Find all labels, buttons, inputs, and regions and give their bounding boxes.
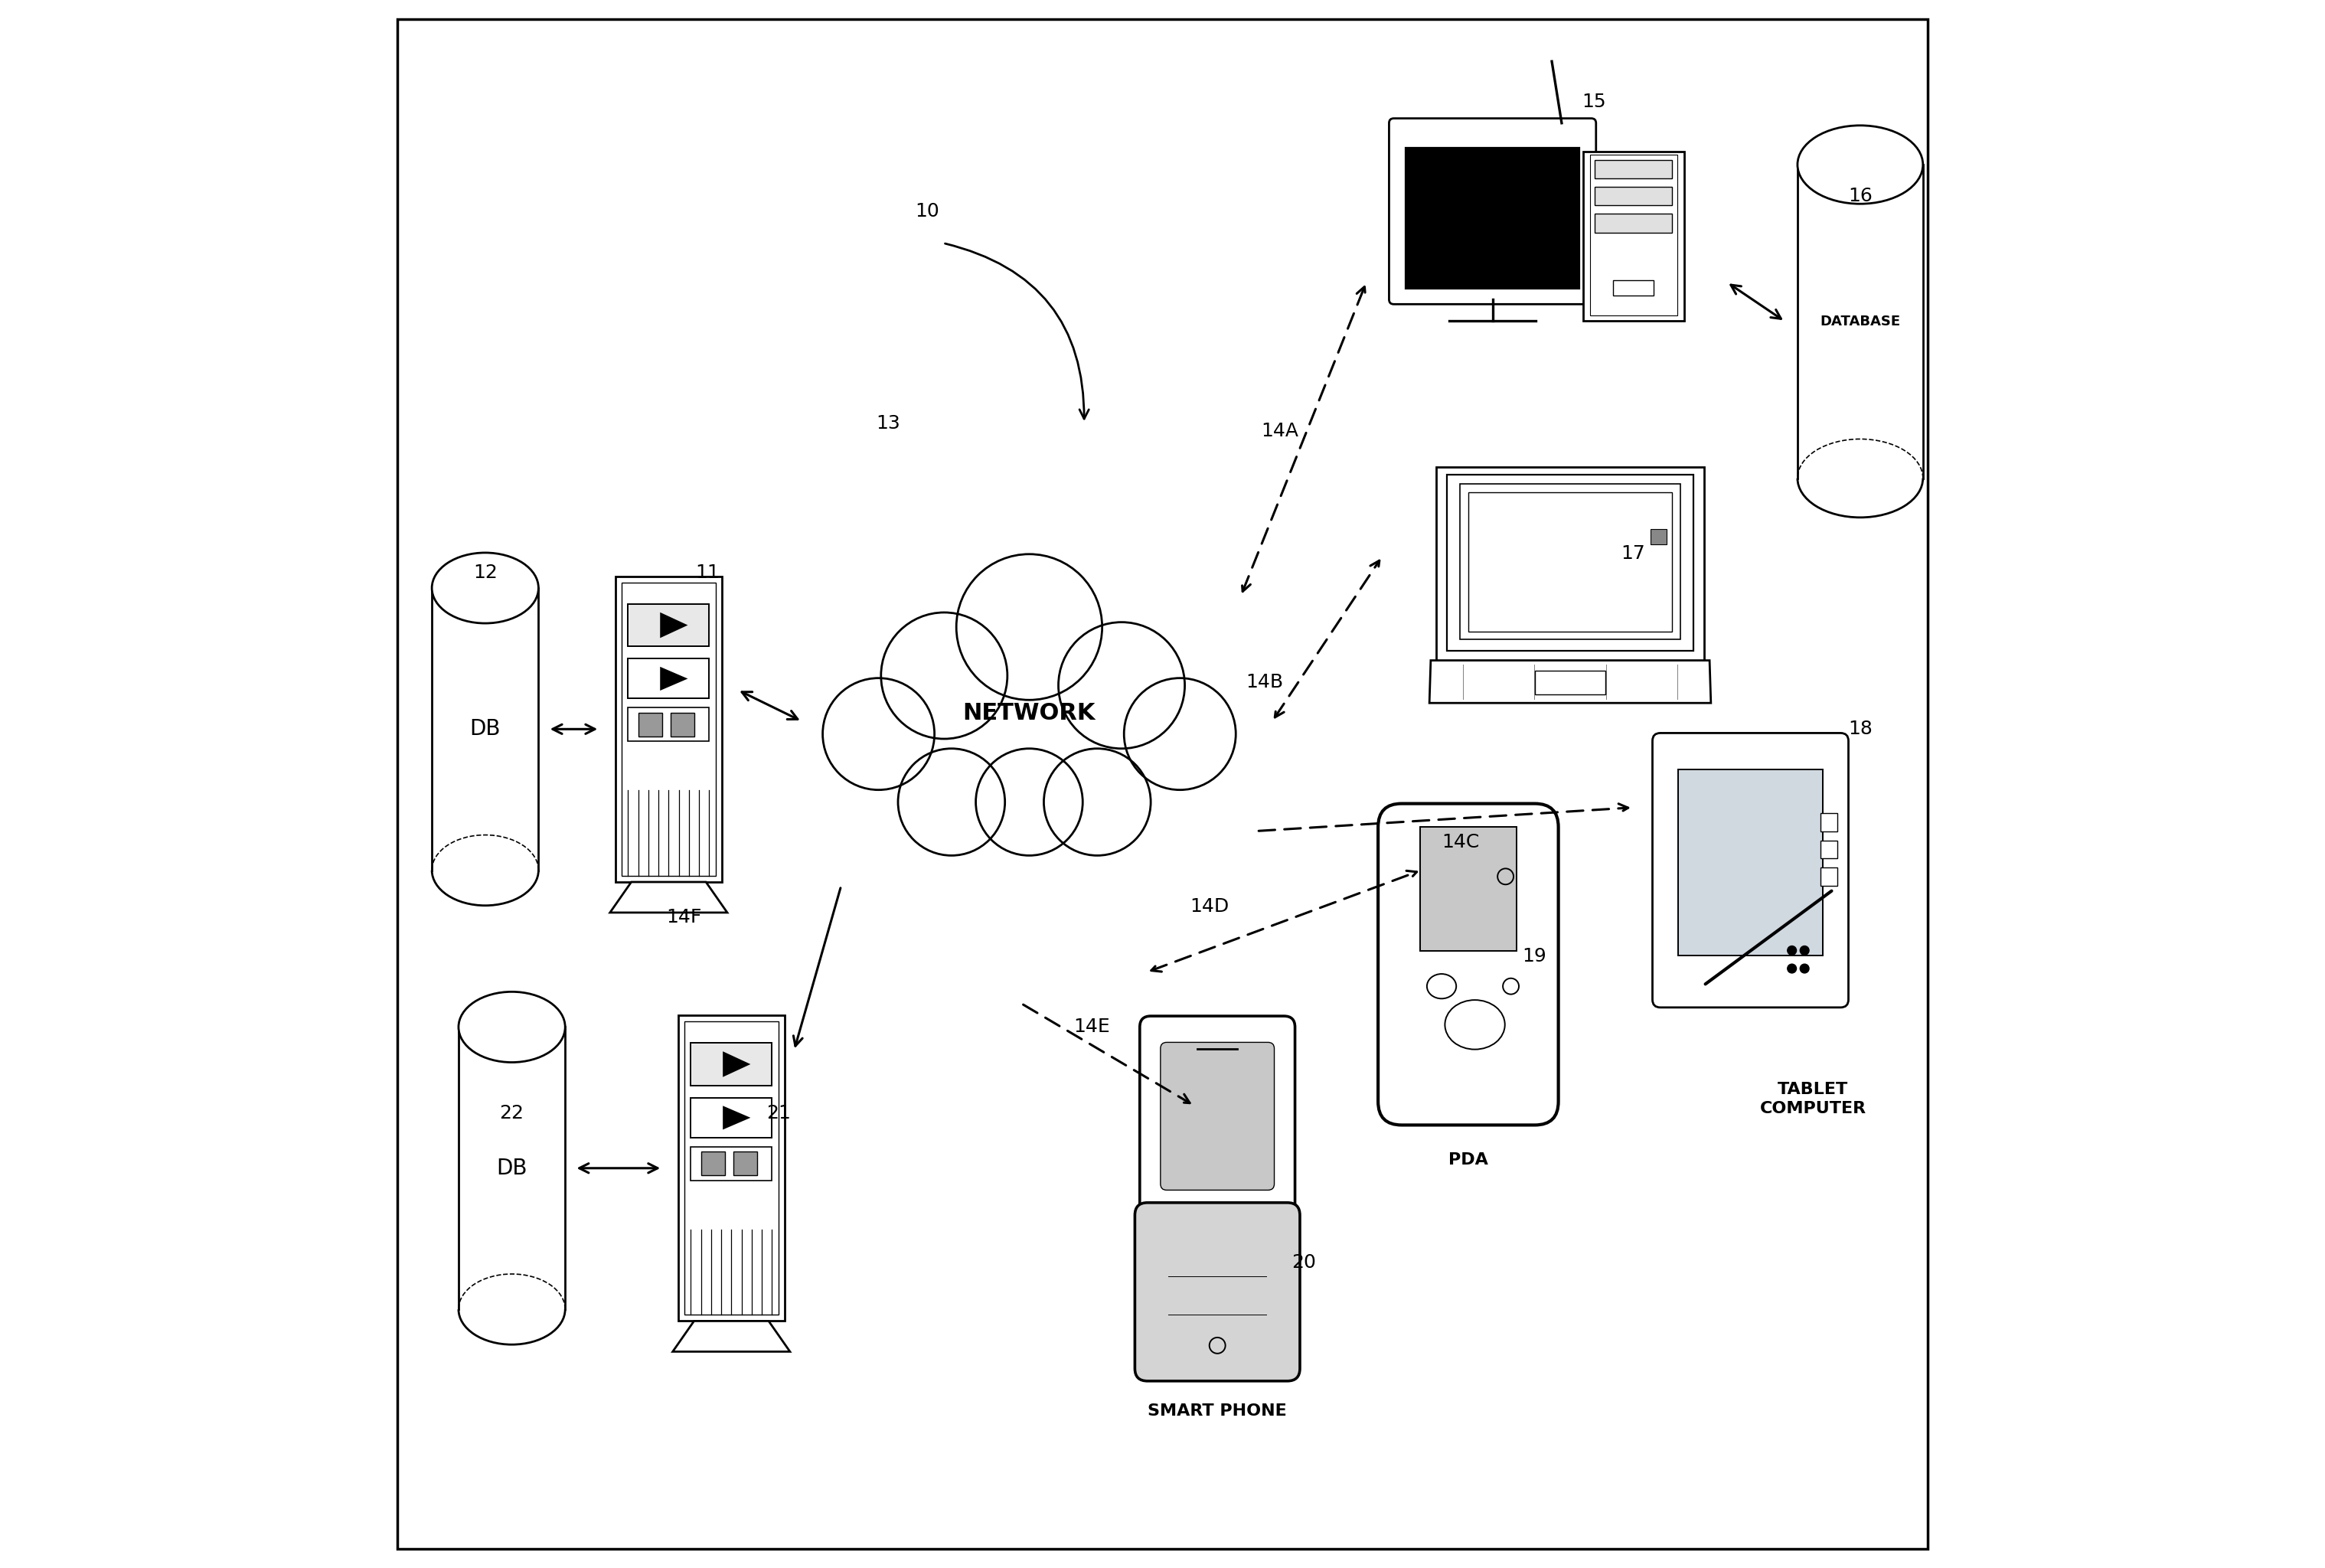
Circle shape — [1058, 622, 1186, 748]
Bar — [1595, 187, 1672, 205]
Bar — [1820, 814, 1837, 831]
Bar — [684, 1022, 779, 1314]
Circle shape — [976, 748, 1083, 856]
Circle shape — [956, 554, 1102, 699]
FancyBboxPatch shape — [1653, 734, 1848, 1008]
Ellipse shape — [432, 554, 539, 622]
Text: 22: 22 — [500, 1104, 523, 1123]
Text: 14E: 14E — [1074, 1018, 1111, 1036]
Bar — [691, 1146, 772, 1181]
Bar — [702, 1152, 725, 1176]
Bar — [621, 583, 716, 875]
Text: 21: 21 — [767, 1104, 791, 1123]
Text: 10: 10 — [916, 202, 939, 221]
Circle shape — [1123, 677, 1237, 790]
Bar — [1651, 528, 1667, 544]
Bar — [1469, 492, 1672, 632]
Ellipse shape — [458, 993, 565, 1063]
Polygon shape — [609, 881, 728, 913]
Bar — [1407, 147, 1579, 289]
Bar — [1614, 281, 1653, 295]
Bar — [691, 1098, 772, 1138]
Circle shape — [1788, 946, 1797, 955]
Circle shape — [1788, 964, 1797, 974]
Bar — [616, 575, 723, 881]
FancyBboxPatch shape — [1379, 804, 1558, 1126]
Ellipse shape — [1428, 974, 1455, 999]
Bar — [1820, 840, 1837, 859]
Text: 17: 17 — [1621, 544, 1646, 563]
Ellipse shape — [1797, 125, 1923, 204]
Bar — [458, 1027, 565, 1309]
Bar — [1590, 155, 1676, 315]
Bar — [1535, 671, 1604, 695]
Ellipse shape — [1444, 1000, 1504, 1049]
Text: 20: 20 — [1290, 1253, 1316, 1272]
Bar — [639, 713, 663, 737]
FancyBboxPatch shape — [1160, 1043, 1274, 1190]
Text: 14A: 14A — [1262, 422, 1300, 441]
Bar — [670, 713, 695, 737]
Bar — [1414, 155, 1572, 282]
Circle shape — [881, 613, 1007, 739]
Text: 12: 12 — [472, 563, 498, 582]
Bar — [628, 659, 709, 699]
Text: DATABASE: DATABASE — [1820, 315, 1900, 328]
Bar — [1437, 467, 1704, 660]
Polygon shape — [672, 1320, 791, 1352]
Bar — [679, 1016, 784, 1320]
Bar — [732, 1152, 758, 1176]
Text: 11: 11 — [695, 563, 721, 582]
Polygon shape — [1430, 660, 1711, 702]
Bar — [432, 588, 539, 870]
Text: 14F: 14F — [667, 908, 702, 927]
Bar — [1446, 475, 1693, 651]
Text: 19: 19 — [1523, 947, 1546, 966]
Bar — [1679, 770, 1823, 955]
Text: TABLET
COMPUTER: TABLET COMPUTER — [1760, 1082, 1867, 1116]
Bar — [628, 604, 709, 646]
Circle shape — [1044, 748, 1151, 856]
Bar — [628, 707, 709, 742]
Text: PDA: PDA — [1448, 1152, 1488, 1168]
Polygon shape — [660, 613, 688, 638]
Text: 18: 18 — [1848, 720, 1872, 739]
Circle shape — [897, 748, 1004, 856]
Text: 16: 16 — [1848, 187, 1872, 205]
Text: 15: 15 — [1581, 93, 1607, 111]
Text: NETWORK: NETWORK — [963, 702, 1095, 724]
Bar — [691, 1043, 772, 1085]
Circle shape — [1800, 964, 1809, 974]
Text: 14C: 14C — [1442, 833, 1479, 851]
Text: 14B: 14B — [1246, 673, 1283, 691]
Text: 13: 13 — [877, 414, 900, 433]
Circle shape — [1800, 946, 1809, 955]
FancyBboxPatch shape — [1388, 118, 1595, 304]
Circle shape — [823, 677, 935, 790]
Bar — [1583, 151, 1683, 320]
Polygon shape — [723, 1105, 751, 1129]
FancyBboxPatch shape — [1139, 1016, 1295, 1218]
Text: DB: DB — [470, 718, 500, 740]
Bar — [1460, 485, 1681, 640]
Polygon shape — [660, 666, 688, 690]
Text: 14D: 14D — [1190, 897, 1230, 916]
Polygon shape — [723, 1052, 751, 1077]
Bar — [1595, 213, 1672, 232]
Bar — [1595, 160, 1672, 179]
Bar — [1820, 867, 1837, 886]
Bar — [1421, 828, 1516, 950]
Text: DB: DB — [495, 1157, 528, 1179]
Bar — [1797, 165, 1923, 478]
Text: SMART PHONE: SMART PHONE — [1149, 1403, 1288, 1419]
FancyBboxPatch shape — [1135, 1203, 1300, 1381]
